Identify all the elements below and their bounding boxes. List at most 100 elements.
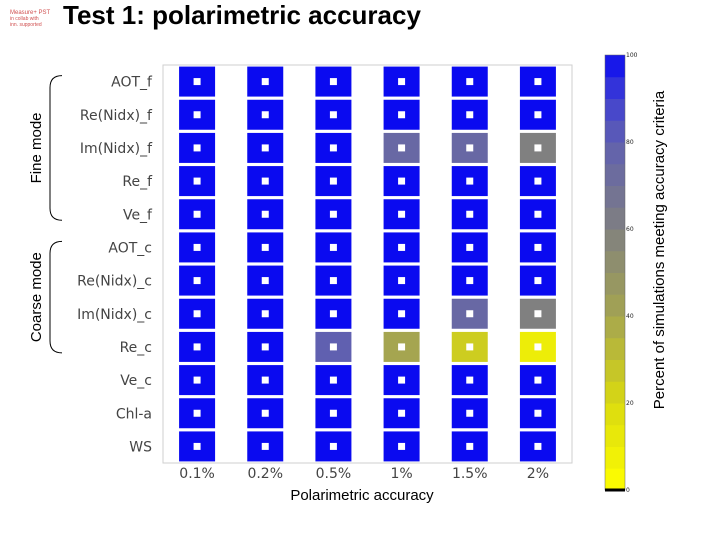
cell-marker	[329, 376, 337, 384]
cell-marker	[534, 78, 542, 86]
cell-marker	[534, 243, 542, 251]
cell-marker	[466, 111, 474, 119]
cell-marker	[261, 210, 269, 218]
cell-marker	[329, 177, 337, 185]
cell-marker	[398, 442, 406, 450]
colorbar-segment	[605, 185, 625, 208]
colorbar-segment	[605, 98, 625, 121]
cell-marker	[534, 310, 542, 318]
y-tick-label: Im(Nidx)_c	[77, 307, 152, 323]
colorbar-segment	[605, 294, 625, 317]
colorbar-segment	[605, 381, 625, 404]
y-tick-label: Re_c	[120, 340, 152, 356]
cell-marker	[193, 310, 201, 318]
colorbar-segment	[605, 120, 625, 143]
colorbar-segment	[605, 272, 625, 295]
y-tick-label: AOT_f	[111, 75, 153, 91]
cell-marker	[193, 343, 201, 351]
cell-marker	[466, 210, 474, 218]
x-tick-label: 0.2%	[247, 466, 283, 482]
logo: Measure+ PST in collab with inn. support…	[10, 10, 52, 28]
cell-marker	[466, 376, 474, 384]
cell-marker	[261, 243, 269, 251]
logo-line: Measure+ PST	[10, 10, 51, 16]
cell-marker	[466, 277, 474, 285]
cell-marker	[193, 409, 201, 417]
x-tick-label: 0.1%	[179, 466, 215, 482]
group-label: Coarse mode	[28, 252, 45, 342]
colorbar-segment	[605, 316, 625, 339]
cell-marker	[261, 144, 269, 152]
cell-marker	[398, 78, 406, 86]
cell-marker	[329, 343, 337, 351]
cell-marker	[534, 409, 542, 417]
cell-marker	[398, 277, 406, 285]
y-tick-label: Re(Nidx)_f	[80, 108, 153, 124]
colorbar-tick-label: 80	[626, 139, 634, 146]
colorbar-label: Percent of simulations meeting accuracy …	[651, 90, 668, 409]
colorbar-segment	[605, 468, 625, 491]
cell-marker	[261, 343, 269, 351]
colorbar-segment	[605, 250, 625, 273]
cell-marker	[261, 78, 269, 86]
cell-marker	[261, 376, 269, 384]
cell-marker	[466, 409, 474, 417]
cell-marker	[329, 144, 337, 152]
cell-marker	[534, 442, 542, 450]
group-label: Fine mode	[28, 112, 45, 183]
cell-marker	[398, 409, 406, 417]
cell-marker	[261, 177, 269, 185]
cell-marker	[329, 277, 337, 285]
cell-marker	[329, 111, 337, 119]
y-tick-label: Re_f	[122, 174, 153, 190]
cell-marker	[534, 376, 542, 384]
group-bracket	[49, 240, 63, 354]
group-bracket	[49, 75, 63, 221]
cell-marker	[261, 409, 269, 417]
colorbar-segment	[605, 337, 625, 360]
cell-marker	[398, 177, 406, 185]
y-tick-label: WS	[129, 439, 152, 455]
colorbar-tick-label: 60	[626, 226, 634, 233]
cell-marker	[466, 310, 474, 318]
cell-marker	[398, 243, 406, 251]
cell-marker	[193, 243, 201, 251]
cell-marker	[398, 111, 406, 119]
y-tick-label: Im(Nidx)_f	[80, 141, 153, 157]
cell-marker	[534, 177, 542, 185]
cell-marker	[261, 111, 269, 119]
logo-line: in collab with	[10, 16, 39, 22]
y-tick-label: AOT_c	[108, 240, 152, 256]
colorbar-segment	[605, 403, 625, 426]
colorbar-segment	[605, 163, 625, 186]
cell-marker	[193, 376, 201, 384]
cell-marker	[398, 310, 406, 318]
colorbar-tick-label: 100	[626, 52, 638, 59]
colorbar-segment	[605, 229, 625, 252]
cell-marker	[329, 409, 337, 417]
cell-marker	[193, 177, 201, 185]
cell-marker	[466, 243, 474, 251]
y-tick-label: Ve_f	[123, 207, 153, 223]
cell-marker	[193, 442, 201, 450]
x-tick-label: 0.5%	[316, 466, 352, 482]
colorbar-segment	[605, 359, 625, 382]
cell-marker	[193, 78, 201, 86]
chart-title: Test 1: polarimetric accuracy	[63, 0, 421, 30]
colorbar-segment	[605, 207, 625, 230]
cell-marker	[398, 376, 406, 384]
cell-marker	[329, 243, 337, 251]
plot-frame	[162, 64, 573, 464]
cell-marker	[466, 177, 474, 185]
cell-marker	[329, 310, 337, 318]
cell-marker	[466, 78, 474, 86]
colorbar-segment	[605, 446, 625, 469]
cell-marker	[466, 144, 474, 152]
x-tick-label: 1.5%	[452, 466, 488, 482]
colorbar-tick-label: 20	[626, 400, 634, 407]
x-tick-label: 2%	[527, 466, 549, 482]
cell-marker	[466, 442, 474, 450]
cell-marker	[329, 78, 337, 86]
colorbar-segment	[605, 424, 625, 447]
